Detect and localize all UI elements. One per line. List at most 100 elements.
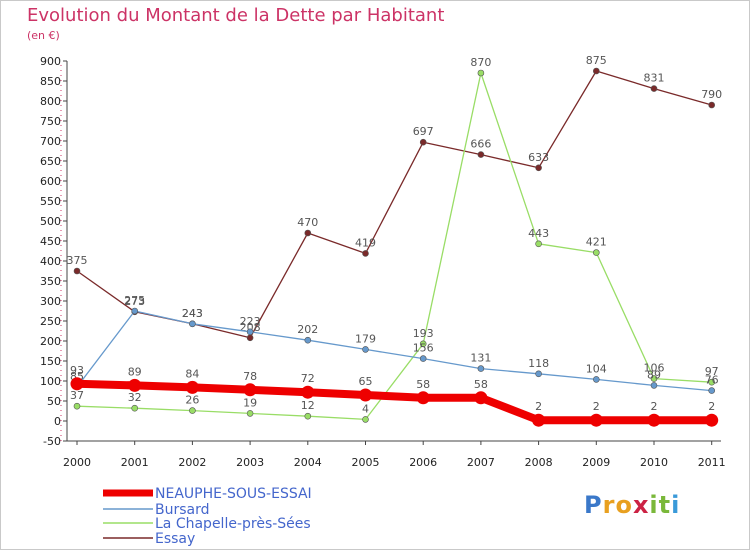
legend-label: Essay [155, 531, 195, 547]
data-point [359, 388, 372, 402]
y-tick-label: 100 [40, 375, 61, 388]
data-point [592, 67, 600, 75]
y-unit-label: (en €) [27, 29, 60, 42]
data-point [131, 307, 138, 315]
data-point [535, 240, 542, 248]
chart-title: Evolution du Montant de la Dette par Hab… [27, 5, 445, 26]
y-tick-label: 650 [40, 155, 61, 168]
data-label: 2 [535, 400, 542, 413]
data-label: 275 [124, 294, 145, 307]
data-point [243, 383, 257, 397]
data-label: 243 [182, 307, 203, 320]
data-point [246, 334, 254, 342]
legend-label: La Chapelle-près-Sées [155, 516, 311, 532]
data-point [650, 382, 658, 389]
x-tick-label: 2006 [409, 456, 437, 469]
y-tick-label: 600 [40, 175, 61, 188]
data-label: 831 [644, 72, 665, 85]
data-label: 2 [593, 400, 600, 413]
series-line [73, 379, 716, 425]
data-point [650, 375, 658, 382]
data-point [532, 413, 546, 427]
data-label: 870 [470, 56, 491, 69]
data-label: 697 [413, 125, 434, 138]
data-label: 89 [647, 368, 661, 381]
data-label: 470 [297, 216, 318, 229]
logo-letter: P [584, 491, 603, 519]
data-point [128, 378, 142, 392]
x-tick-label: 2005 [352, 456, 380, 469]
x-tick-label: 2001 [121, 456, 149, 469]
data-label: 666 [470, 138, 491, 151]
data-point [589, 413, 603, 427]
x-tick-label: 2002 [178, 456, 206, 469]
data-point [362, 416, 369, 423]
data-point [474, 391, 488, 405]
data-label: 58 [474, 378, 488, 391]
data-label: 37 [70, 389, 84, 402]
data-point [477, 365, 485, 372]
x-tick-label: 2010 [640, 456, 668, 469]
x-tick-label: 2009 [582, 456, 610, 469]
logo-letter: i [649, 491, 659, 519]
data-label: 72 [301, 372, 315, 385]
data-point [705, 413, 719, 427]
logo-letter: t [658, 491, 672, 519]
data-label: 2 [651, 400, 658, 413]
data-label: 4 [362, 402, 369, 415]
data-label: 84 [185, 367, 199, 380]
data-point [647, 413, 661, 427]
x-tick-label: 2003 [236, 456, 264, 469]
y-tick-label: 800 [40, 95, 61, 108]
data-label: 193 [413, 327, 434, 340]
data-point [416, 391, 430, 405]
data-label: 93 [70, 364, 84, 377]
legend-label: Bursard [155, 502, 210, 518]
y-tick-label: -50 [43, 435, 61, 448]
legend-label: NEAUPHE-SOUS-ESSAI [155, 486, 312, 502]
data-point [477, 69, 485, 77]
y-tick-label: 150 [40, 355, 61, 368]
data-label: 179 [355, 332, 376, 345]
data-label: 243 [182, 307, 203, 320]
data-label: 104 [586, 362, 607, 375]
logo-letter: r [602, 491, 616, 519]
data-label: 375 [67, 254, 88, 267]
data-label: 97 [705, 365, 719, 378]
data-point [189, 407, 196, 414]
data-point [246, 410, 254, 417]
data-point [419, 138, 427, 146]
data-point [70, 377, 84, 391]
y-tick-label: 250 [40, 315, 61, 328]
data-point [419, 340, 427, 348]
data-label: 58 [416, 378, 430, 391]
data-point [246, 328, 254, 336]
data-point [73, 402, 81, 410]
y-tick-label: 400 [40, 255, 61, 268]
logo-letter: x [632, 491, 650, 519]
data-label: 26 [185, 394, 199, 407]
data-label: 65 [359, 375, 373, 388]
data-label: 19 [243, 396, 257, 409]
x-tick-label: 2008 [525, 456, 553, 469]
data-label: 202 [297, 323, 318, 336]
x-tick-label: 2011 [698, 456, 726, 469]
data-point [189, 320, 196, 328]
data-point [185, 380, 199, 394]
y-tick-label: 50 [47, 395, 61, 408]
data-point [301, 385, 315, 399]
data-point [535, 164, 542, 172]
data-label: 12 [301, 399, 315, 412]
data-label: 156 [413, 342, 434, 355]
data-point [131, 404, 138, 412]
data-point [592, 376, 600, 383]
data-point [708, 378, 716, 386]
series-line [76, 310, 713, 392]
data-label: 32 [128, 391, 142, 404]
x-tick-label: 2000 [63, 456, 91, 469]
logo-letter: i [671, 491, 681, 519]
data-point [708, 387, 716, 394]
data-point [304, 336, 312, 344]
y-tick-label: 850 [40, 75, 61, 88]
